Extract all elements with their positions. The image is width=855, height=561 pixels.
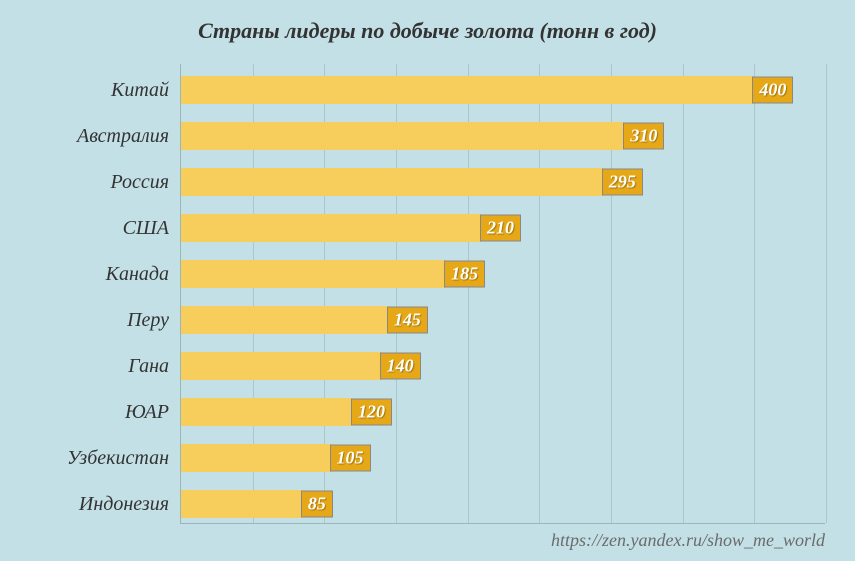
bar-row: Россия295	[181, 168, 604, 196]
bar-label: Гана	[128, 355, 181, 378]
bar-value: 210	[480, 215, 521, 242]
bar-value: 310	[623, 123, 664, 150]
bar-row: Гана140	[181, 352, 382, 380]
plot-area: Китай400 Австралия310 Россия295 США210 Канад…	[180, 64, 825, 524]
bar-row: ЮАР120	[181, 398, 353, 426]
bar-label: Китай	[111, 79, 181, 102]
bar-value: 120	[351, 399, 392, 426]
bar-value: 105	[330, 445, 371, 472]
bar-label: Перу	[127, 309, 181, 332]
bar-value: 85	[301, 491, 333, 518]
bar-label: Россия	[110, 171, 181, 194]
bar-value: 185	[444, 261, 485, 288]
bar-label: ЮАР	[125, 401, 181, 424]
bar-row: Индонезия85	[181, 490, 303, 518]
bar-label: США	[123, 217, 181, 240]
bar-value: 145	[387, 307, 428, 334]
bar: 185	[181, 260, 446, 288]
bar: 145	[181, 306, 389, 334]
chart-title: Страны лидеры по добыче золота (тонн в г…	[30, 18, 825, 44]
bar-label: Индонезия	[79, 493, 181, 516]
gridline	[683, 64, 684, 523]
bar-label: Австралия	[77, 125, 181, 148]
bar-row: Перу145	[181, 306, 389, 334]
bar: 105	[181, 444, 332, 472]
gridline	[754, 64, 755, 523]
gridline	[826, 64, 827, 523]
footer-source: https://zen.yandex.ru/show_me_world	[551, 530, 825, 551]
bar-value: 400	[752, 77, 793, 104]
bar-label: Узбекистан	[67, 447, 181, 470]
bar: 85	[181, 490, 303, 518]
bar: 120	[181, 398, 353, 426]
chart-container: Страны лидеры по добыче золота (тонн в г…	[0, 0, 855, 561]
bar: 295	[181, 168, 604, 196]
bar: 310	[181, 122, 625, 150]
bar: 140	[181, 352, 382, 380]
bar: 400	[181, 76, 754, 104]
bar-row: Канада185	[181, 260, 446, 288]
bar-value: 140	[380, 353, 421, 380]
bar-row: Китай400	[181, 76, 754, 104]
bar-label: Канада	[106, 263, 181, 286]
bar-value: 295	[602, 169, 643, 196]
bar-row: Узбекистан105	[181, 444, 332, 472]
bar: 210	[181, 214, 482, 242]
bar-row: Австралия310	[181, 122, 625, 150]
bar-row: США210	[181, 214, 482, 242]
